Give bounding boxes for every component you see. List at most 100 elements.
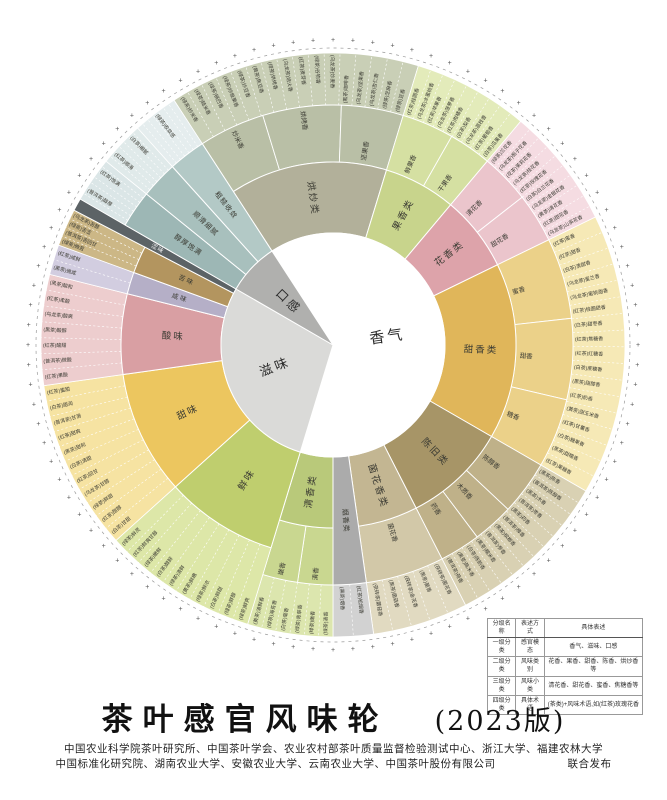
descriptor-label: (绿茶)嫩香 [308, 611, 317, 635]
legend-header: 分级名称 [486, 617, 517, 639]
descriptor-label: (绿茶)清香 [322, 611, 330, 635]
plus-tick: + [130, 571, 134, 578]
sub-label: 烘烤香 [299, 110, 311, 131]
plus-tick: + [32, 282, 36, 289]
sub-label: 清香 [310, 566, 320, 580]
outer-separator [232, 543, 261, 620]
outer-separator [61, 235, 137, 267]
plus-tick: + [585, 172, 589, 179]
descriptor-label: (黑茶)甜醇香 [572, 378, 601, 389]
category-label: 清香类 [302, 473, 319, 509]
center-sector [220, 288, 334, 453]
plus-tick: + [130, 113, 134, 120]
descriptor-label: (黑茶)烟香 [338, 587, 346, 611]
plus-tick: + [636, 342, 640, 349]
plus-tick: + [102, 543, 106, 550]
outer-separator [217, 539, 250, 614]
plus-tick: + [595, 494, 599, 501]
plus-tick: + [448, 60, 452, 67]
plus-tick: + [410, 47, 414, 54]
plus-tick: + [178, 78, 182, 85]
descriptor-label: (乌龙茶)炒麦香 [329, 55, 336, 88]
plus-tick: + [311, 37, 315, 44]
outer-separator [71, 439, 144, 476]
plus-tick: + [547, 558, 551, 565]
descriptor-label: (绿茶)谷物香 [313, 55, 322, 84]
plus-tick: + [466, 68, 470, 75]
outer-separator [69, 218, 142, 254]
descriptor-label: (红茶)奶香 [569, 391, 593, 403]
plus-tick: + [42, 440, 46, 447]
plus-tick: + [196, 615, 200, 622]
plus-tick: + [560, 141, 564, 148]
plus-tick: + [604, 477, 608, 484]
plus-tick: + [547, 126, 551, 133]
plus-tick: + [351, 646, 355, 653]
plus-tick: + [145, 100, 149, 107]
legend-cell: 二级分类 [486, 656, 517, 677]
plus-tick: + [633, 382, 637, 389]
plus-tick: + [331, 647, 335, 654]
legend-cell: 四级分类 [486, 694, 517, 715]
center-sector [271, 232, 446, 458]
plus-tick: + [214, 624, 218, 631]
outer-separator [41, 337, 122, 341]
page-title: 茶叶感官风味轮 [101, 702, 389, 738]
credits-publisher: 联合发布 [567, 758, 612, 771]
outer-separator [41, 321, 122, 329]
outer-separator [189, 529, 230, 600]
plus-tick: + [560, 543, 564, 550]
outer-separator [87, 459, 155, 504]
plus-tick: + [252, 636, 256, 643]
poster-title: 茶叶感官风味轮 (2023版) [0, 694, 667, 739]
outer-separator [162, 517, 210, 583]
legend-cell: 香气、滋味、口感 [543, 637, 644, 658]
plus-tick: + [178, 606, 182, 613]
plus-tick: + [613, 459, 617, 466]
plus-tick: + [635, 322, 639, 329]
plus-tick: + [517, 584, 521, 591]
descriptor-label: (红茶)松烟香 [355, 585, 365, 614]
descriptor-label: (白茶)甜枣香 [574, 320, 603, 329]
plus-tick: + [620, 244, 624, 251]
plus-tick: + [291, 644, 295, 651]
credits-line2: 中国标准化研究院、湖南农业大学、安徽农业大学、云南农业大学、中国茶叶股份有限公司 [55, 758, 496, 771]
plus-tick: + [27, 322, 31, 329]
plus-tick: + [57, 207, 61, 214]
outer-separator [126, 494, 184, 553]
descriptor-label: (红茶)蜜甜 [46, 386, 70, 397]
plus-tick: + [49, 459, 53, 466]
plus-tick: + [371, 39, 375, 46]
plus-tick: + [626, 421, 630, 428]
plus-tick: + [351, 37, 355, 44]
outer-separator [105, 477, 169, 529]
outer-separator [65, 227, 140, 260]
plus-tick: + [36, 421, 40, 428]
category-label: 甜香类 [463, 343, 498, 356]
descriptor-label: (红茶)焦糖香 [575, 335, 603, 343]
plus-tick: + [500, 88, 504, 95]
plus-tick: + [613, 225, 617, 232]
plus-tick: + [67, 189, 71, 196]
descriptor-label: (黑茶)酸和 [49, 279, 73, 291]
descriptor-label: (白茶)毫香 [279, 607, 290, 631]
legend-cell: 花香、果香、甜香、陈香、烘炒香等 [543, 656, 644, 677]
plus-tick: + [604, 207, 608, 214]
descriptor-label: (红茶)酸甜 [43, 342, 66, 349]
plus-tick: + [532, 571, 536, 578]
outer-separator [53, 259, 131, 284]
plus-tick: + [630, 282, 634, 289]
plus-tick: + [585, 511, 589, 518]
descriptor-label: (红茶)麦芽香 [297, 56, 307, 85]
plus-tick: + [162, 595, 166, 602]
plus-tick: + [42, 244, 46, 251]
outer-separator [150, 510, 201, 574]
plus-tick: + [311, 646, 315, 653]
plus-tick: + [271, 43, 275, 50]
plus-tick: + [233, 53, 237, 60]
legend-cell: 三级分类 [486, 675, 517, 696]
plus-tick: + [390, 43, 394, 50]
plus-tick: + [532, 113, 536, 120]
descriptor-label: (红茶)柔酸 [46, 295, 70, 306]
outer-separator [79, 449, 149, 490]
